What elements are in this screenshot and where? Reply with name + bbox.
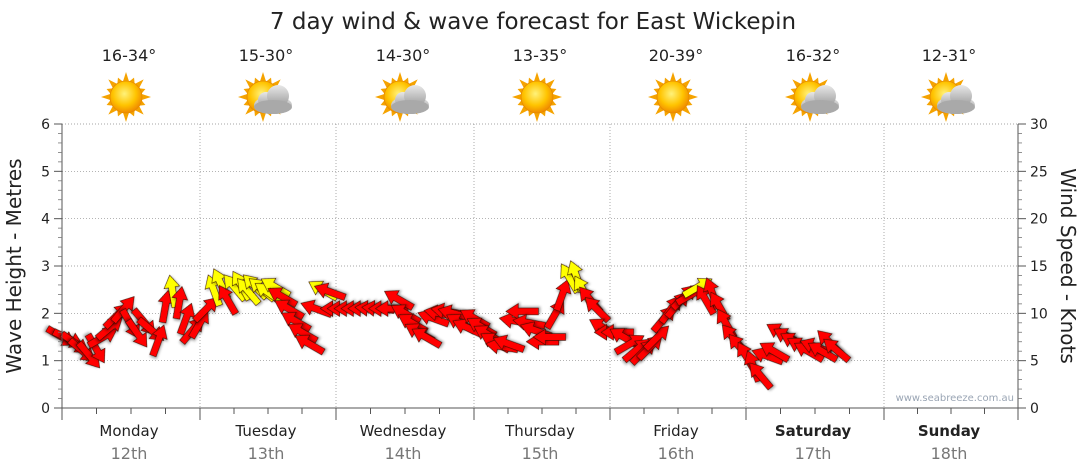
day-name-label: Wednesday	[360, 422, 447, 440]
wind-arrow	[759, 342, 791, 363]
left-axis-label: Wave Height - Metres	[2, 158, 26, 373]
right-tick-label: 25	[1030, 164, 1048, 180]
wind-arrow	[192, 297, 219, 324]
day-name-label: Monday	[99, 422, 158, 440]
right-axis-ticks: 0 5 10 15 20 25 30	[1018, 117, 1048, 417]
day-date-label: 16th	[658, 444, 695, 463]
wind-arrow	[749, 362, 774, 391]
right-tick-label: 20	[1030, 212, 1048, 228]
partly-cloudy-icon	[785, 72, 839, 122]
wind-arrow	[125, 318, 148, 348]
day-date-label: 12th	[111, 444, 148, 463]
wind-arrow	[384, 290, 415, 311]
wind-arrow	[532, 328, 566, 346]
wind-arrow	[313, 282, 347, 301]
partly-cloudy-icon	[238, 72, 292, 122]
grid-lines	[62, 123, 1018, 408]
day-date-label: 14th	[385, 444, 422, 463]
wind-arrow	[411, 328, 443, 349]
left-tick-label: 2	[41, 306, 50, 322]
left-tick-label: 1	[41, 354, 50, 370]
day-temp-range: 16-34°	[102, 46, 157, 65]
wind-arrow	[553, 279, 572, 312]
wind-arrow	[823, 338, 852, 364]
watermark: www.seabreeze.com.au	[896, 393, 1014, 404]
day-labels: Monday 12th Tuesday 13th Wednesday 14th Thursd…	[99, 422, 980, 463]
day-temp-range: 20-39°	[649, 46, 704, 65]
right-tick-label: 5	[1030, 354, 1039, 370]
day-date-label: 13th	[248, 444, 285, 463]
partly-cloudy-icon	[375, 72, 429, 122]
partly-cloudy-icon	[921, 72, 975, 122]
left-tick-label: 4	[41, 212, 50, 228]
right-tick-label: 15	[1030, 259, 1048, 275]
right-tick-label: 10	[1030, 306, 1048, 322]
day-temp-range: 15-30°	[239, 46, 294, 65]
day-name-label: Sunday	[918, 422, 981, 440]
day-date-label: 18th	[931, 444, 968, 463]
sun-icon	[101, 72, 151, 122]
day-date-label: 17th	[795, 444, 832, 463]
wind-arrow	[218, 285, 239, 316]
day-name-label: Tuesday	[234, 422, 296, 440]
wind-arrow	[294, 334, 326, 356]
wind-arrow	[149, 324, 168, 358]
sun-icon	[512, 72, 562, 122]
day-name-label: Saturday	[775, 422, 852, 440]
day-name-label: Thursday	[504, 422, 575, 440]
day-name-label: Friday	[653, 422, 699, 440]
day-headers: 16-34° 15-30° 14-30° 13-35° 20-39° 16-32° 12-3…	[101, 46, 976, 122]
left-tick-label: 6	[41, 117, 50, 133]
x-axis-ticks	[61, 408, 1019, 420]
right-tick-label: 30	[1030, 117, 1048, 133]
day-temp-range: 14-30°	[376, 46, 431, 65]
left-tick-label: 3	[41, 259, 50, 275]
day-temp-range: 16-32°	[786, 46, 841, 65]
left-axis-ticks: 0 1 2 3 4 5 6	[41, 117, 62, 417]
sun-icon	[648, 72, 698, 122]
plot-area: 0 1 2 3 4 5 6 0 5 10 15 20 25 30 www.seabreeze.com.a…	[41, 117, 1048, 417]
wind-arrow	[171, 285, 189, 320]
day-temp-range: 12-31°	[922, 46, 977, 65]
wind-arrows	[45, 260, 852, 391]
right-axis-label: Wind Speed - Knots	[1056, 168, 1080, 364]
chart-title: 7 day wind & wave forecast for East Wick…	[270, 9, 796, 35]
day-date-label: 15th	[522, 444, 559, 463]
wind-arrow	[492, 334, 526, 353]
right-tick-label: 0	[1030, 401, 1039, 417]
left-tick-label: 5	[41, 164, 50, 180]
day-temp-range: 13-35°	[513, 46, 568, 65]
left-tick-label: 0	[41, 401, 50, 417]
wind-arrow	[584, 297, 612, 324]
